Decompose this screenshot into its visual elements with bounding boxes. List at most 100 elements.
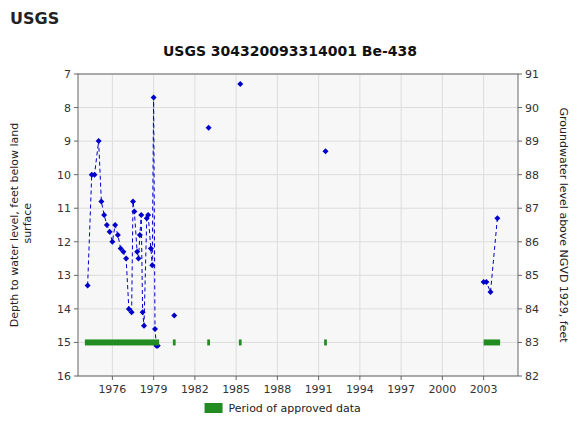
tick-label: 86 [525,236,539,249]
tick [74,174,78,175]
tick [483,376,484,380]
data-point [85,282,91,288]
data-point [107,229,113,235]
tick-label: 1985 [222,383,250,396]
tick-label: 84 [525,303,539,316]
tick [518,174,522,175]
tick [74,141,78,142]
tick [401,376,402,380]
grid-line [277,74,278,376]
data-point [148,245,154,251]
data-point [96,138,102,144]
grid-line [78,208,518,209]
tick-label: 1982 [181,383,209,396]
tick-label: 1997 [387,383,415,396]
tick [518,141,522,142]
tick [277,376,278,380]
title: USGS 304320093314001 Be-438 [163,43,417,59]
data-point [206,125,212,131]
chart: 1976197919821985198819911994199720002003… [0,0,580,430]
data-point [109,239,115,245]
plot-frame [78,74,518,376]
grid-line [318,74,319,376]
tick [318,376,319,380]
connector-line [88,97,158,345]
grid-line [78,275,518,276]
tick [74,208,78,209]
grid-line [401,74,402,376]
data-point [134,249,140,255]
grid-line [78,174,518,175]
tick [518,275,522,276]
tick-label: 90 [525,102,539,115]
tick [518,376,522,377]
grid-line [483,74,484,376]
data-point [101,212,107,218]
data-point [171,313,177,319]
approved-period [239,339,242,345]
tick-label: 88 [525,169,539,182]
tick [518,208,522,209]
data-point [98,199,104,205]
tick [74,74,78,75]
data-point [494,215,500,221]
data-point [92,172,98,178]
tick [518,342,522,343]
tick [518,241,522,242]
tick-label: 14 [57,303,71,316]
tick-label: 83 [525,336,539,349]
plot-area [78,74,518,376]
data-point [483,279,489,285]
tick-label: 2000 [428,383,456,396]
tick-label: 9 [64,135,71,148]
connector-line [484,218,498,292]
grid-line [236,74,237,376]
data-point [138,212,144,218]
grid-line [442,74,443,376]
data-point [151,94,157,100]
data-point [323,148,329,154]
tick-label: 2003 [470,383,498,396]
grid-line [78,107,518,108]
legend-swatch [205,403,223,413]
data-point [488,289,494,295]
grid [78,74,518,376]
tick-label: 91 [525,68,539,81]
y-axis-label: Depth to water level, feet below land su… [8,123,34,328]
tick [74,342,78,343]
tick [442,376,443,380]
data-point [136,256,142,262]
data-point [140,309,146,315]
tick [112,376,113,380]
data-point [237,81,243,87]
annotation: USGS [10,9,59,28]
data-point [130,199,136,205]
tick [153,376,154,380]
tick [74,241,78,242]
tick-label: 10 [57,169,71,182]
tick-label: 12 [57,236,71,249]
data-point [137,232,143,238]
marks [85,81,501,349]
tick [359,376,360,380]
grid-line [78,141,518,142]
tick [518,308,522,309]
tick-label: 11 [57,202,71,215]
tick-label: 15 [57,336,71,349]
grid-line [194,74,195,376]
data-point [112,222,118,228]
data-point [145,212,151,218]
approved-period [207,339,210,345]
y2-axis-label: Groundwater level above NGVD 1929, feet [557,107,570,343]
data-point [129,309,135,315]
approved-period [85,339,159,345]
data-point [131,209,137,215]
tick [74,107,78,108]
y2-axis: 91908988878685848382 [518,68,539,383]
tick [194,376,195,380]
tick-label: 7 [64,68,71,81]
tick-label: 1988 [263,383,291,396]
tick [518,107,522,108]
y-axis-label-line: surface [21,203,34,247]
data-point [149,262,155,268]
